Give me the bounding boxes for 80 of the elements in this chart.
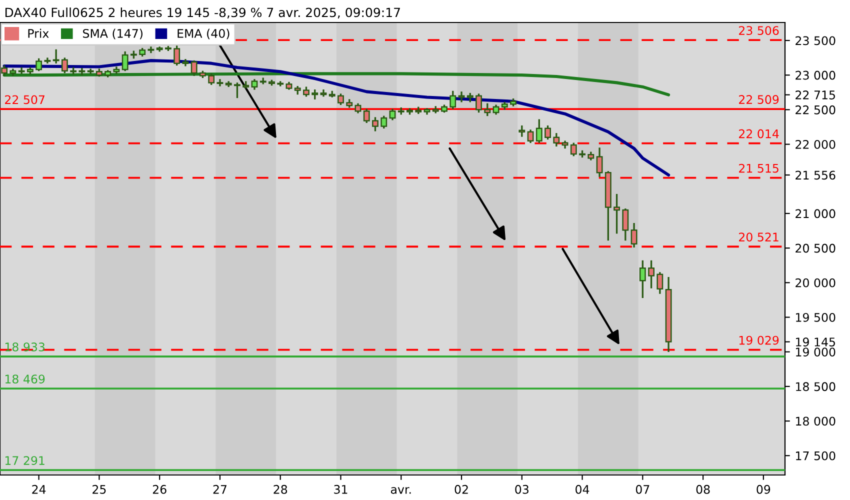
candlestick	[61, 58, 68, 74]
candlestick	[562, 140, 568, 149]
x-tick-label: 08	[696, 484, 710, 494]
ref-line-label: 20 521	[739, 232, 778, 242]
line-series	[2, 72, 670, 96]
y-tick-label: 18 500	[796, 382, 836, 392]
x-tick-label: 28	[274, 484, 288, 494]
ref-line-label: 21 515	[739, 164, 778, 173]
x-tick-label: 04	[576, 484, 590, 494]
candlestick	[208, 74, 215, 85]
candlestick	[113, 66, 120, 74]
candlestick	[363, 108, 370, 123]
candlestick	[639, 260, 646, 298]
candlestick	[380, 116, 388, 129]
y-tick-label: 23 500	[796, 36, 836, 46]
candlestick	[44, 58, 51, 64]
x-tick-label: 27	[213, 484, 226, 494]
candlestick	[389, 108, 396, 120]
chart-title: DAX40 Full0625 2 heures 19 145 -8,39 % 7 avr. 2025, 09:09:17	[5, 8, 400, 18]
candlestick	[148, 46, 154, 54]
candlestick	[450, 90, 456, 110]
candlestick	[656, 272, 664, 294]
x-tick-label: 09	[756, 484, 770, 494]
x-tick-label: avr.	[390, 487, 411, 494]
annotation: 22 507	[5, 95, 44, 104]
x-tick-label: 02	[454, 484, 468, 494]
y-tick-label: 21 556	[796, 170, 836, 180]
candlestick	[484, 103, 491, 116]
candlestick	[536, 119, 542, 144]
candlestick	[234, 82, 240, 98]
y-tick-label: 21 000	[796, 209, 836, 218]
candlestick	[527, 130, 534, 144]
x-tick-label: 24	[32, 484, 46, 494]
candlestick	[614, 194, 620, 234]
y-tick-label: 19 500	[796, 312, 836, 322]
x-tick-label: 07	[636, 484, 650, 494]
candlestick	[10, 68, 16, 76]
x-tick-label: 31	[334, 484, 348, 494]
candlestick	[570, 142, 577, 156]
ref-line-label: 17 291	[5, 456, 44, 466]
candlestick	[648, 260, 655, 288]
y-tick-label: 22 000	[796, 140, 836, 149]
candlestick	[630, 223, 638, 248]
y-tick-label: 17 500	[796, 451, 836, 460]
y-tick-label: 22 500	[796, 105, 836, 114]
candlestick	[544, 125, 551, 140]
ref-line-label: 18 933	[5, 342, 45, 352]
x-tick-label: 26	[152, 484, 166, 494]
legend-label: SMA (147)	[83, 28, 142, 40]
x-tick-label: 25	[92, 484, 106, 494]
candlestick	[36, 58, 42, 72]
y-tick-label: 19 145	[796, 338, 835, 346]
y-tick-label: 19 000	[796, 348, 836, 356]
y-tick-label: 20 500	[796, 244, 836, 253]
candlestick	[122, 51, 128, 72]
candlestick	[458, 92, 465, 102]
ref-line-label: 18 469	[5, 374, 45, 384]
legend-label: EMA (40)	[178, 28, 230, 40]
y-tick-label: 18 000	[796, 416, 836, 426]
candlestick	[622, 208, 629, 241]
candlestick	[596, 148, 603, 177]
candlestick	[52, 49, 60, 64]
candlestick	[190, 60, 198, 76]
ref-line-label: 19 029	[739, 336, 779, 345]
candlestick	[182, 59, 189, 66]
y-tick-label: 23 000	[796, 70, 836, 80]
candlestick	[553, 133, 560, 146]
ref-line-label: 22 014	[739, 129, 779, 138]
candlestick	[372, 117, 378, 132]
candlestick	[320, 89, 327, 97]
y-tick-label: 20 000	[796, 278, 836, 288]
candlestick	[476, 94, 482, 113]
legend-label: Prix	[28, 28, 49, 38]
candlestick	[216, 79, 224, 86]
candlestick	[338, 94, 344, 105]
candlestick	[518, 125, 526, 137]
x-tick-label: 03	[515, 484, 528, 494]
ref-line-label: 22 509	[739, 95, 779, 104]
ref-line-label: 23 506	[739, 26, 779, 36]
y-tick-label: 22 715	[796, 90, 835, 100]
